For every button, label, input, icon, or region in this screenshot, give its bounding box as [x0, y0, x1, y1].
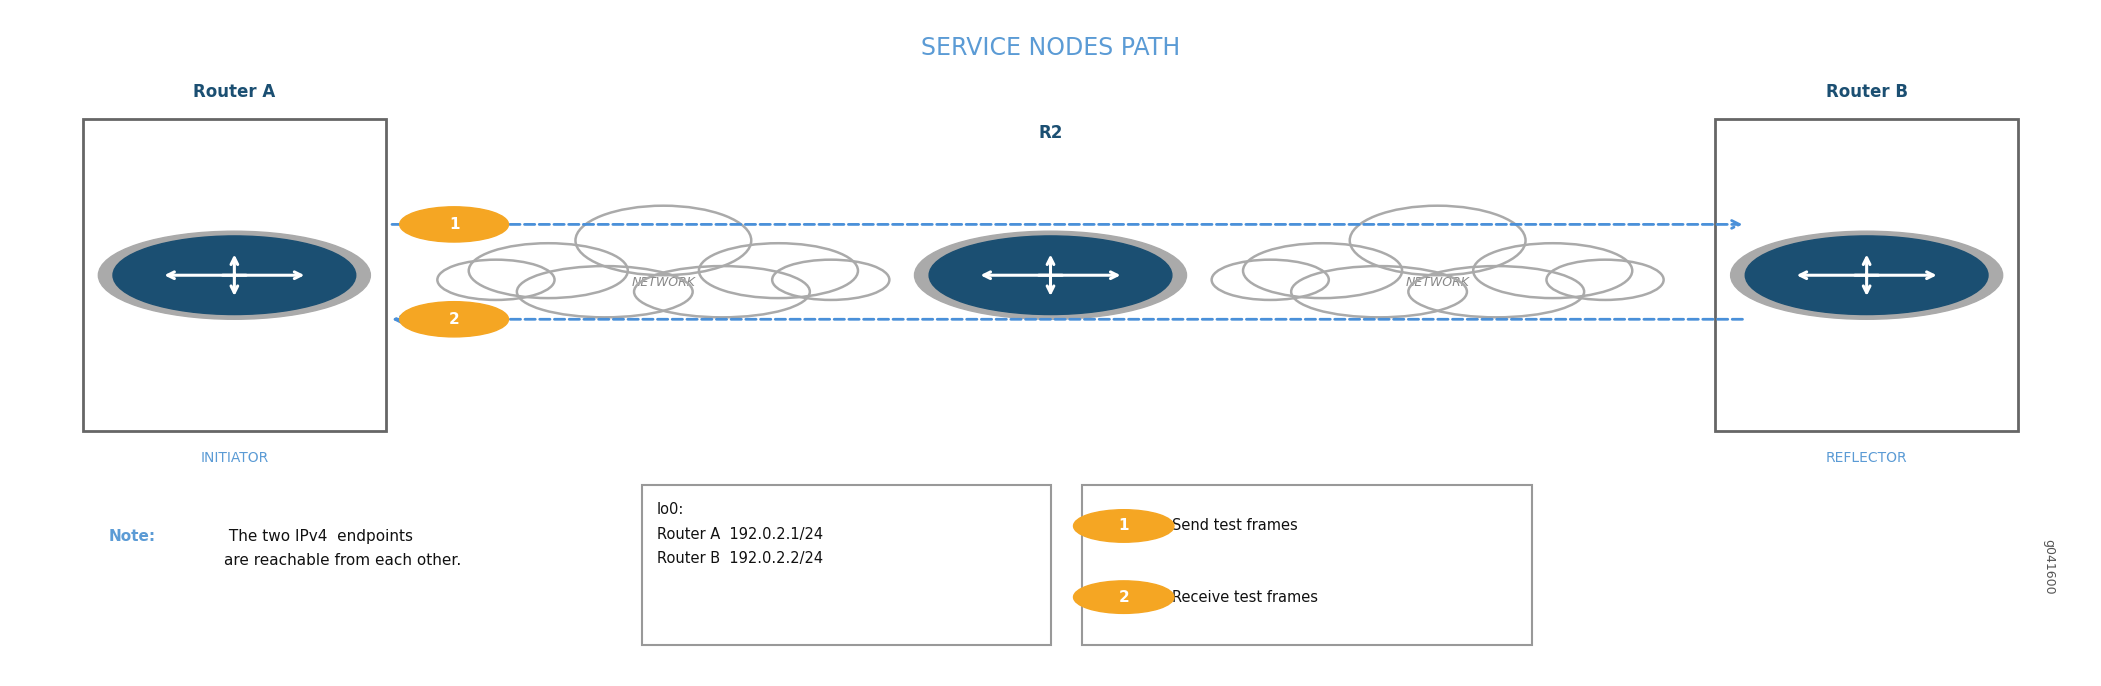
Text: 2: 2: [1118, 590, 1128, 604]
Ellipse shape: [1473, 244, 1632, 298]
Text: SERVICE NODES PATH: SERVICE NODES PATH: [920, 36, 1181, 60]
Ellipse shape: [700, 244, 857, 298]
Text: g041600: g041600: [2042, 539, 2055, 595]
Text: NETWORK: NETWORK: [1406, 276, 1469, 289]
Circle shape: [1746, 236, 1988, 315]
Ellipse shape: [1546, 260, 1664, 300]
Circle shape: [113, 236, 355, 315]
Text: INITIATOR: INITIATOR: [200, 451, 269, 465]
Text: 1: 1: [1118, 519, 1128, 534]
Text: Router A: Router A: [193, 83, 275, 102]
Circle shape: [1074, 581, 1174, 613]
Text: R2: R2: [1038, 124, 1063, 142]
Ellipse shape: [469, 244, 628, 298]
Circle shape: [929, 236, 1172, 315]
Text: NETWORK: NETWORK: [632, 276, 695, 289]
Text: Receive test frames: Receive test frames: [1172, 590, 1317, 604]
Circle shape: [399, 302, 508, 337]
Ellipse shape: [1408, 266, 1584, 318]
Circle shape: [99, 231, 370, 319]
Ellipse shape: [437, 260, 555, 300]
Bar: [1082, 485, 1532, 645]
Ellipse shape: [1349, 206, 1525, 275]
Ellipse shape: [1244, 244, 1401, 298]
Text: The two IPv4  endpoints
are reachable from each other.: The two IPv4 endpoints are reachable fro…: [225, 530, 460, 568]
Circle shape: [914, 231, 1187, 319]
Text: lo0:
Router A  192.0.2.1/24
Router B  192.0.2.2/24: lo0: Router A 192.0.2.1/24 Router B 192.…: [658, 502, 824, 567]
Ellipse shape: [1292, 266, 1466, 318]
Ellipse shape: [1212, 260, 1328, 300]
Bar: [643, 485, 1050, 645]
Ellipse shape: [773, 260, 889, 300]
Circle shape: [399, 206, 508, 242]
Circle shape: [1074, 510, 1174, 542]
Circle shape: [1731, 231, 2002, 319]
Ellipse shape: [576, 206, 752, 275]
Text: 2: 2: [450, 311, 460, 327]
Ellipse shape: [635, 266, 809, 318]
Text: Send test frames: Send test frames: [1172, 519, 1298, 534]
Ellipse shape: [517, 266, 693, 318]
Text: REFLECTOR: REFLECTOR: [1826, 451, 1908, 465]
Text: 1: 1: [450, 217, 460, 232]
Text: Note:: Note:: [109, 530, 155, 545]
Bar: [82, 119, 387, 431]
Text: Router B: Router B: [1826, 83, 1908, 102]
Bar: [1714, 119, 2019, 431]
